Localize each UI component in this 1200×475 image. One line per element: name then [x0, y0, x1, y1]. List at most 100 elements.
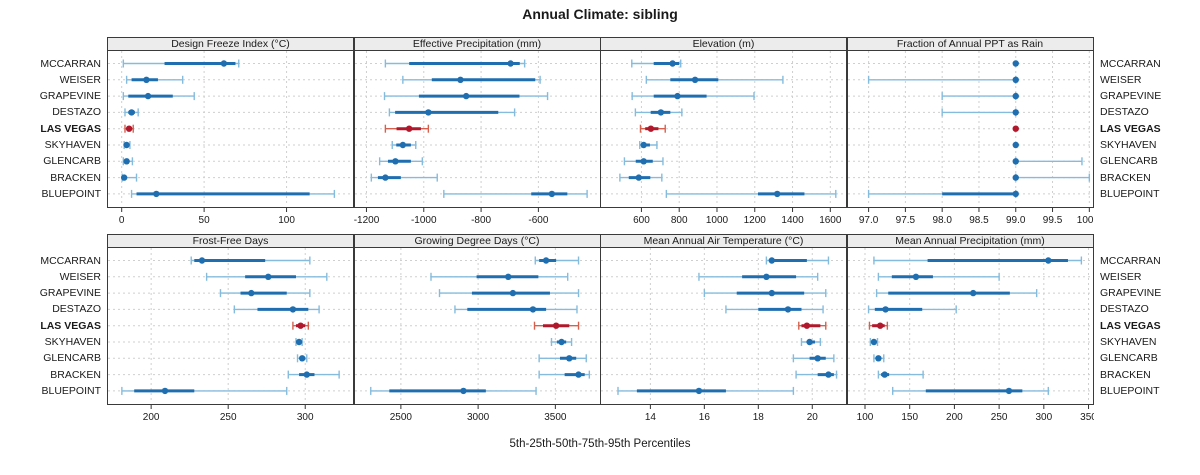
percentile-row [800, 338, 822, 346]
percentile-row [1012, 60, 1019, 67]
percentile-row [891, 386, 1049, 395]
plot-svg [354, 248, 600, 403]
percentile-row [401, 75, 541, 84]
median-dot [874, 355, 882, 362]
percentile-row [383, 92, 548, 101]
percentile-row [123, 141, 131, 149]
tick-label: 600 [633, 215, 650, 226]
percentile-row [1012, 157, 1083, 166]
median-dot [635, 174, 642, 181]
median-dot [574, 371, 582, 378]
median-dot [803, 322, 811, 329]
percentile-row [645, 75, 784, 84]
median-dot [298, 355, 306, 362]
panel: Frost-Free Days 200 250 300 [107, 234, 354, 427]
site-label: BRACKEN [1100, 171, 1151, 184]
percentile-row [429, 272, 568, 281]
panel: Fraction of Annual PPT as Rain 97.0 97.5 98… [846, 37, 1094, 230]
median-dot [825, 371, 832, 378]
percentile-row [378, 157, 423, 166]
median-dot [125, 125, 133, 132]
site-label: LAS VEGAS [40, 319, 101, 332]
percentile-row [233, 305, 320, 314]
x-axis: 600 800 1000 1200 1400 1600 [633, 208, 842, 226]
tick-label: 350 [1080, 412, 1094, 423]
median-dot [768, 257, 775, 264]
percentile-row [370, 173, 438, 182]
percentile-row [634, 108, 683, 117]
panel: Growing Degree Days (°C) 2500 3000 3500 [353, 234, 601, 427]
percentile-row [534, 256, 579, 265]
tick-label: 3500 [544, 412, 567, 423]
percentile-row [550, 338, 572, 346]
median-dot [1012, 109, 1019, 116]
panel-title: Frost-Free Days [107, 234, 354, 248]
tick-label: 50 [199, 215, 211, 226]
plot-svg [847, 51, 1093, 206]
percentile-row [869, 338, 878, 346]
median-dot [912, 273, 919, 280]
percentile-row [765, 256, 830, 265]
percentile-row [792, 354, 835, 363]
site-label: DESTAZO [1100, 106, 1149, 119]
median-dot [1012, 190, 1019, 198]
median-dot [295, 338, 303, 346]
tick-label: 300 [1035, 412, 1052, 423]
tick-label: 300 [297, 412, 314, 423]
median-dot [198, 257, 206, 264]
plot-area [846, 51, 1094, 208]
x-axis: 200 250 300 [143, 405, 314, 423]
site-label: BLUEPOINT [41, 384, 101, 397]
site-label: GRAPEVINE [39, 287, 101, 300]
panel: Design Freeze Index (°C) 0 50 100 [107, 37, 354, 230]
median-dot [763, 273, 770, 280]
percentile-row [631, 92, 755, 101]
site-label: SKYHAVEN [1100, 336, 1157, 348]
site-label: MCCARRAN [40, 57, 101, 70]
x-axis: 100 150 200 250 300 350 [856, 405, 1094, 423]
x-axis: 0 50 100 [119, 208, 295, 226]
median-dot [220, 60, 228, 67]
percentile-row [872, 256, 1082, 265]
percentile-row [219, 289, 311, 298]
median-dot [657, 109, 665, 116]
median-dot [969, 289, 976, 297]
median-dot [297, 322, 304, 329]
median-dot [552, 322, 559, 329]
median-dot [695, 387, 703, 395]
tick-label: 200 [143, 412, 160, 423]
percentile-row [631, 59, 682, 68]
median-dot [424, 109, 432, 116]
site-label: BRACKEN [50, 171, 101, 184]
tick-label: 98.5 [969, 215, 989, 226]
panel: Mean Annual Air Temperature (°C) 14 16 18 20 [600, 234, 847, 427]
median-dot [120, 174, 128, 181]
median-dot [143, 76, 150, 83]
site-label: WEISER [59, 73, 101, 86]
median-dot [456, 76, 464, 83]
percentile-row [384, 124, 429, 133]
site-label: GRAPEVINE [1100, 287, 1162, 300]
percentile-row [124, 108, 139, 117]
tick-label: 99.0 [1006, 215, 1026, 226]
site-label: DESTAZO [52, 303, 101, 316]
percentile-row [798, 321, 827, 330]
median-dot [128, 109, 135, 116]
percentile-row [617, 386, 795, 395]
median-dot [1012, 141, 1019, 149]
percentile-row [125, 75, 184, 84]
median-dot [399, 141, 406, 149]
median-dot [1012, 92, 1019, 100]
percentile-row [122, 157, 134, 166]
percentile-row [122, 92, 195, 101]
median-dot [248, 289, 255, 297]
percentile-row [875, 289, 1037, 298]
plot-svg [847, 248, 1093, 403]
plot-area [600, 51, 847, 208]
site-label: GRAPEVINE [1100, 90, 1162, 103]
median-dot [806, 338, 813, 346]
site-label: BRACKEN [1100, 368, 1151, 381]
percentile-row [703, 289, 827, 298]
site-label: GLENCARB [1100, 352, 1158, 365]
tick-label: 150 [901, 412, 918, 423]
